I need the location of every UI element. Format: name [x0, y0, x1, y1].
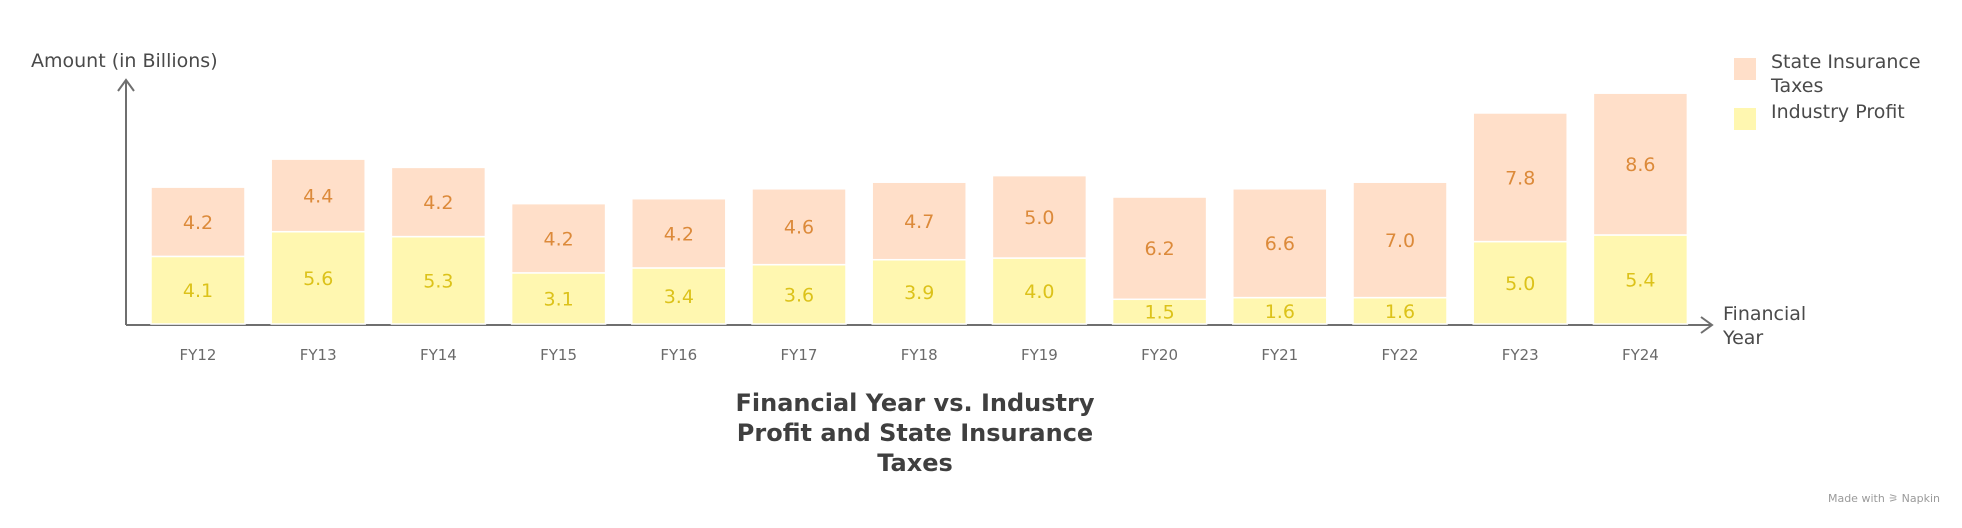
- bar-industry-profit-fy15: [510, 272, 607, 325]
- x-tick-label-fy20: FY20: [1141, 346, 1178, 364]
- bar-industry-profit-fy13: [270, 230, 366, 325]
- x-axis-title: Financial Year: [1722, 303, 1806, 349]
- x-tick-label-fy22: FY22: [1382, 346, 1419, 364]
- x-tick-label-fy12: FY12: [180, 346, 217, 364]
- chart-title: Financial Year vs. Industry Profit and S…: [735, 389, 1095, 477]
- bar-state-insurance-taxes-fy16: [631, 197, 727, 269]
- data-label-state-insurance-taxes-fy18: 4.7: [904, 211, 934, 233]
- bar-industry-profit-fy23: [1472, 240, 1568, 325]
- bar-state-insurance-taxes-fy13: [270, 158, 366, 233]
- x-tick-label-fy23: FY23: [1502, 346, 1539, 364]
- legend-swatch-industry-profit: [1734, 108, 1756, 130]
- data-label-industry-profit-fy21: 1.6: [1265, 301, 1295, 323]
- data-label-state-insurance-taxes-fy24: 8.6: [1625, 154, 1655, 176]
- data-label-industry-profit-fy24: 5.4: [1625, 269, 1655, 291]
- data-label-industry-profit-fy17: 3.6: [784, 284, 814, 306]
- bar-industry-profit-fy18: [871, 258, 967, 325]
- bar-state-insurance-taxes-fy17: [751, 188, 847, 266]
- data-label-state-insurance-taxes-fy15: 4.2: [543, 228, 573, 250]
- bar-industry-profit-fy22: [1352, 296, 1448, 325]
- data-label-industry-profit-fy19: 4.0: [1024, 281, 1054, 303]
- data-label-state-insurance-taxes-fy14: 4.2: [423, 192, 453, 214]
- data-label-industry-profit-fy23: 5.0: [1505, 273, 1535, 295]
- bar-state-insurance-taxes-fy19: [991, 174, 1088, 259]
- x-tick-label-fy16: FY16: [660, 346, 697, 364]
- data-label-state-insurance-taxes-fy13: 4.4: [303, 185, 333, 207]
- data-label-state-insurance-taxes-fy19: 5.0: [1024, 207, 1054, 229]
- data-label-industry-profit-fy20: 1.5: [1144, 302, 1174, 324]
- bar-industry-profit-fy21: [1232, 296, 1328, 325]
- data-label-state-insurance-taxes-fy17: 4.6: [784, 217, 814, 239]
- legend-label-state-insurance-taxes: State Insurance Taxes: [1771, 51, 1921, 97]
- x-tick-label-fy18: FY18: [901, 346, 938, 364]
- x-tick-labels: FY12 FY13 FY14 FY15 FY16 FY17 FY18 FY19 FY20 FY21…: [180, 346, 1659, 364]
- data-label-state-insurance-taxes-fy21: 6.6: [1265, 233, 1295, 255]
- x-tick-label-fy24: FY24: [1622, 346, 1659, 364]
- x-tick-label-fy14: FY14: [420, 346, 457, 364]
- data-label-industry-profit-fy15: 3.1: [543, 288, 573, 310]
- bar-state-insurance-taxes-fy21: [1232, 188, 1328, 299]
- bar-state-insurance-taxes-fy20: [1111, 196, 1208, 301]
- legend-label-industry-profit: Industry Profit: [1771, 101, 1905, 123]
- y-axis-title: Amount (in Billions): [31, 50, 218, 72]
- bar-industry-profit-fy14: [390, 235, 487, 325]
- data-label-industry-profit-fy13: 5.6: [303, 268, 333, 290]
- bar-state-insurance-taxes-fy23: [1472, 112, 1568, 243]
- bar-state-insurance-taxes-fy18: [871, 181, 967, 261]
- bar-industry-profit-fy12: [150, 255, 246, 325]
- data-label-industry-profit-fy12: 4.1: [183, 280, 213, 302]
- bar-state-insurance-taxes-fy22: [1352, 181, 1448, 299]
- data-label-industry-profit-fy14: 5.3: [423, 270, 453, 292]
- x-tick-label-fy13: FY13: [300, 346, 337, 364]
- data-label-industry-profit-fy22: 1.6: [1385, 301, 1415, 323]
- chart-axes: Amount (in Billions) Financial Year: [31, 50, 1806, 349]
- data-label-state-insurance-taxes-fy12: 4.2: [183, 212, 213, 234]
- data-label-industry-profit-fy16: 3.4: [664, 286, 694, 308]
- data-label-state-insurance-taxes-fy20: 6.2: [1144, 238, 1174, 260]
- bar-state-insurance-taxes-fy14: [390, 166, 487, 238]
- x-tick-label-fy17: FY17: [781, 346, 818, 364]
- x-axis-arrow: [1700, 316, 1714, 334]
- data-label-state-insurance-taxes-fy22: 7.0: [1385, 230, 1415, 252]
- y-axis-arrow: [117, 78, 135, 92]
- legend-swatch-state-insurance-taxes: [1734, 58, 1756, 80]
- data-label-state-insurance-taxes-fy23: 7.8: [1505, 167, 1535, 189]
- bar-industry-profit-fy24: [1592, 234, 1689, 325]
- bar-industry-profit-fy16: [631, 267, 727, 325]
- data-label-state-insurance-taxes-fy16: 4.2: [664, 223, 694, 245]
- bar-state-insurance-taxes-fy15: [510, 202, 607, 274]
- x-tick-label-fy19: FY19: [1021, 346, 1058, 364]
- bars-group: 4.1 4.2 5.6 4.4 5.3 4.2 3.1 4.2 3.4 4.2 3.6 4.6 3.9 4…: [150, 92, 1689, 325]
- x-tick-label-fy21: FY21: [1261, 346, 1298, 364]
- napkin-watermark: Made with ⚞ Napkin: [1827, 492, 1940, 505]
- bar-state-insurance-taxes-fy24: [1592, 92, 1689, 236]
- bar-industry-profit-fy19: [991, 257, 1088, 325]
- data-label-industry-profit-fy18: 3.9: [904, 282, 934, 304]
- bar-state-insurance-taxes-fy12: [150, 186, 246, 258]
- x-tick-label-fy15: FY15: [540, 346, 577, 364]
- bar-industry-profit-fy17: [751, 263, 847, 325]
